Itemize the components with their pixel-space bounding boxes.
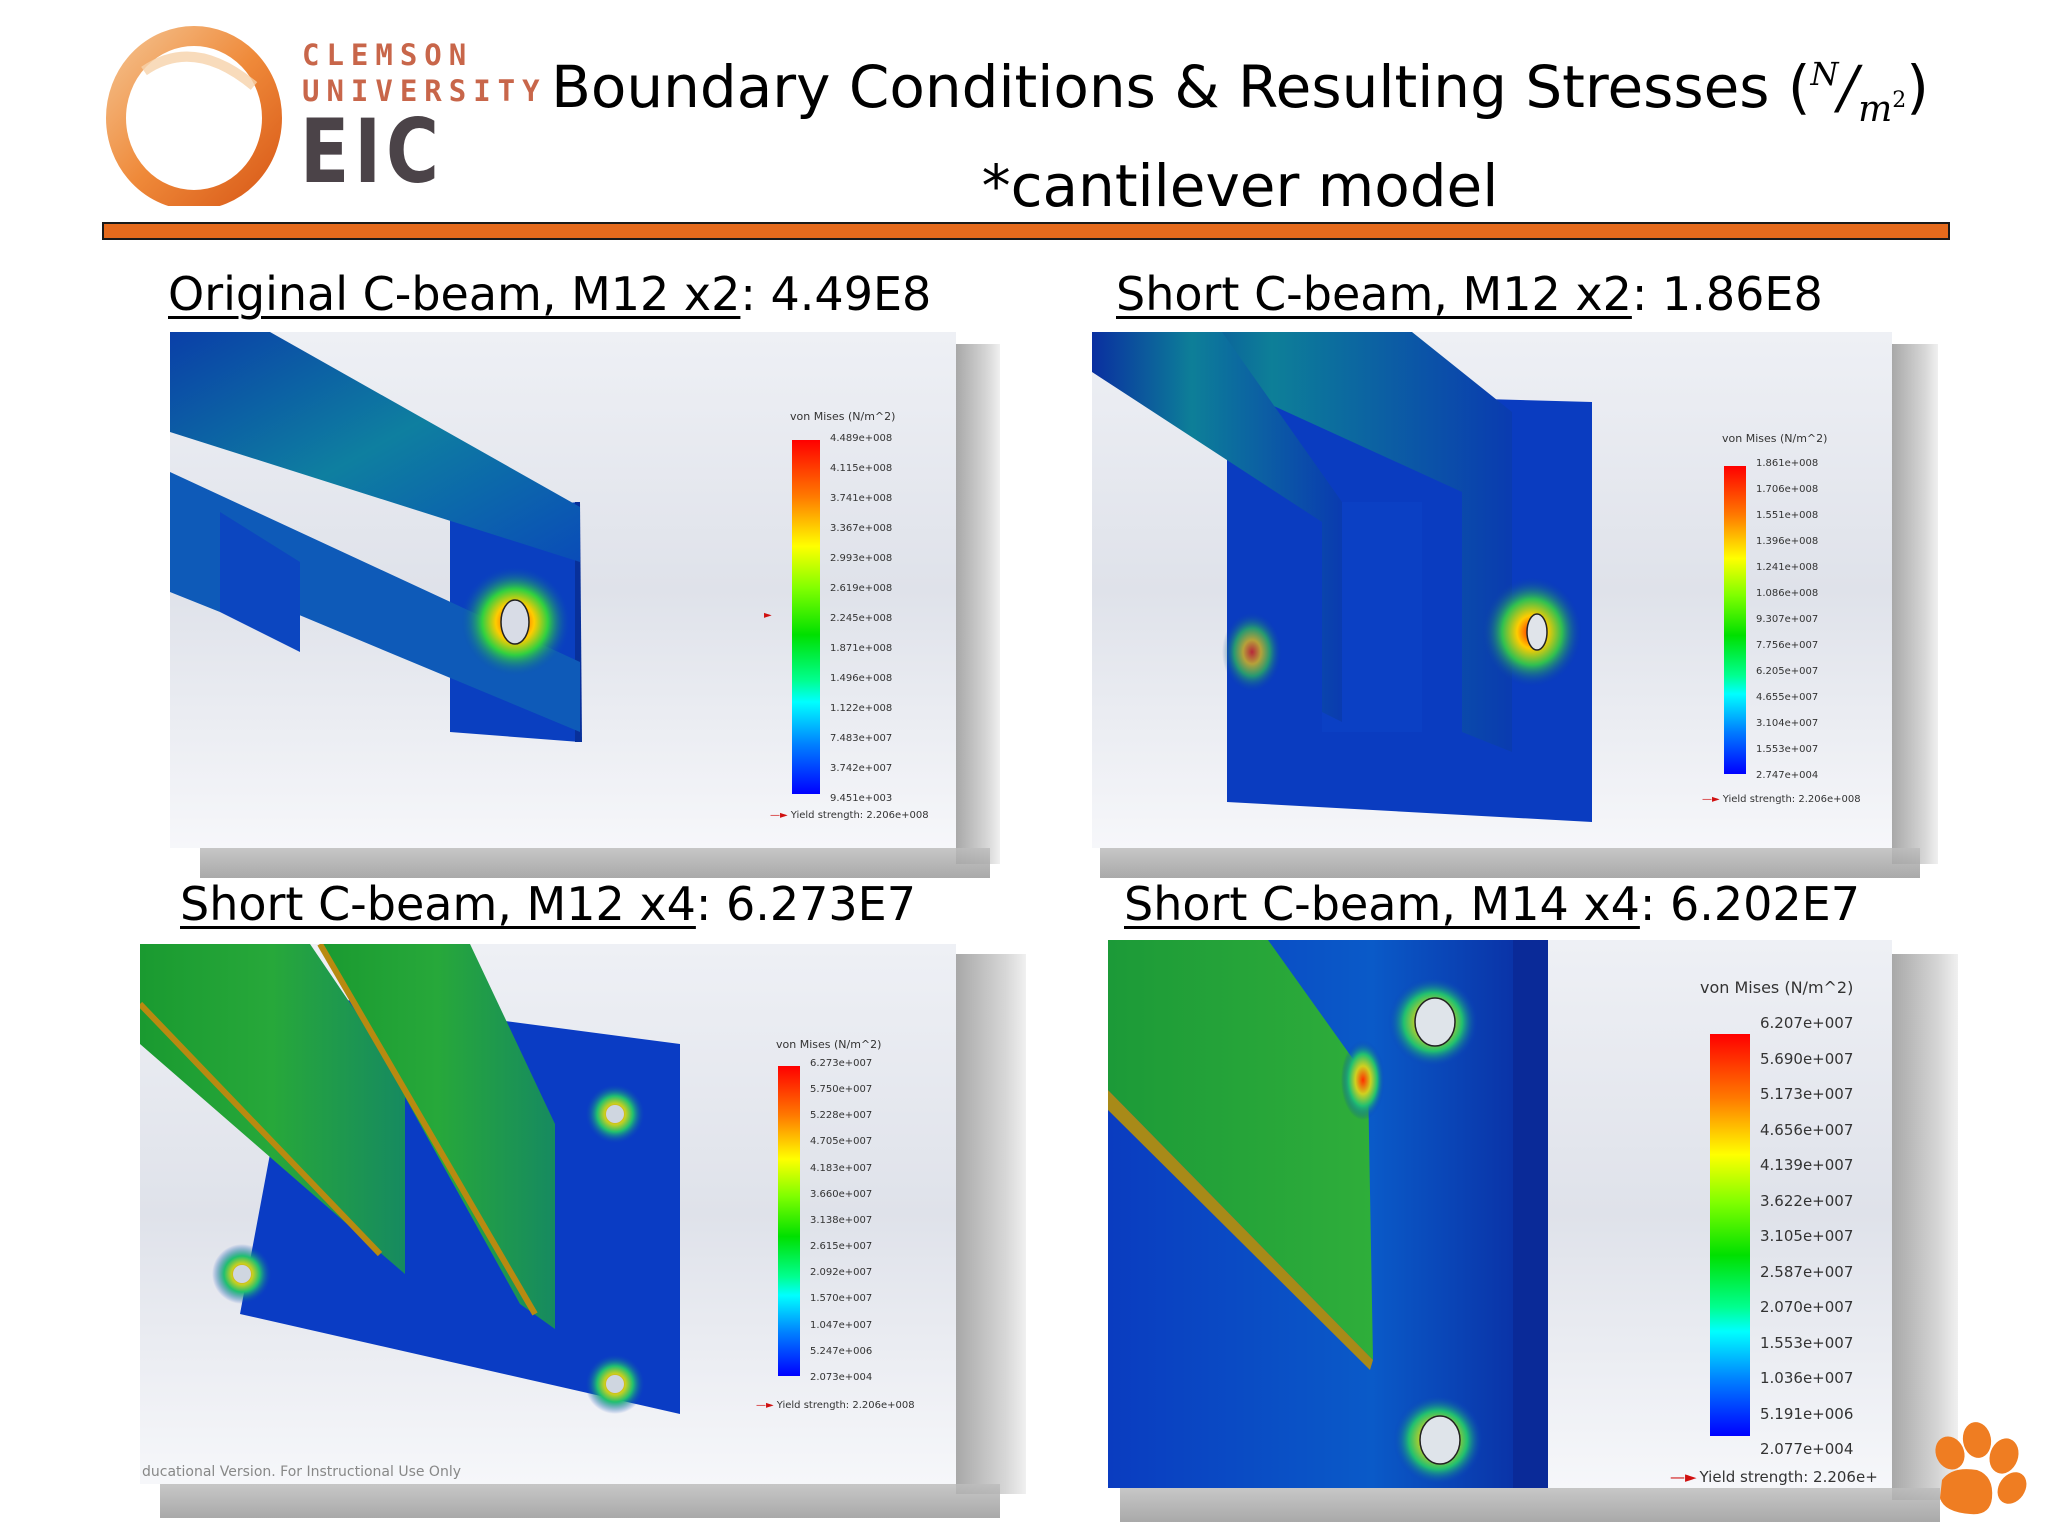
legend-title: von Mises (N/m^2) (1722, 432, 1828, 445)
panel-shadow (1120, 1488, 1940, 1522)
panel-shadow (1892, 954, 1958, 1500)
header-divider (102, 222, 1950, 240)
beam-model-render (1108, 940, 1548, 1488)
yield-strength-label: —► Yield strength: 2.206e+ (1670, 1468, 1878, 1486)
legend-title: von Mises (N/m^2) (1700, 978, 1854, 997)
fea-image-short-m12x2: von Mises (N/m^2) 1.861e+008 1.706e+008 1.… (1092, 332, 1892, 848)
legend-labels: 4.489e+008 4.115e+008 3.741e+008 3.367e+008… (830, 433, 893, 804)
panel-shadow (1892, 344, 1938, 864)
caption-short-m14x4: Short C-beam, M14 x4: 6.202E7 (1124, 877, 1861, 931)
panel-shadow (1100, 848, 1920, 878)
yield-strength-label: —► Yield strength: 2.206e+008 (770, 810, 929, 821)
legend-labels: 1.861e+008 1.706e+008 1.551e+008 1.396e+008… (1756, 458, 1819, 781)
legend-title: von Mises (N/m^2) (776, 1038, 882, 1051)
fea-image-short-m12x4: von Mises (N/m^2) 6.273e+007 5.750e+007 5.… (140, 944, 956, 1484)
beam-model-render (170, 332, 582, 742)
caption-original-m12x2: Original C-beam, M12 x2: 4.49E8 (168, 267, 932, 321)
legend-labels: 6.273e+007 5.750e+007 5.228e+007 4.705e+007… (810, 1058, 873, 1383)
fea-image-short-m14x4: von Mises (N/m^2) 6.207e+007 5.690e+007 5.… (1108, 940, 1892, 1488)
color-scale-bar (1710, 1034, 1750, 1436)
caption-short-m12x4: Short C-beam, M12 x4: 6.273E7 (180, 877, 917, 931)
educational-watermark: ducational Version. For Instructional Us… (142, 1464, 461, 1480)
panel-shadow (956, 954, 1026, 1494)
panel-shadow (200, 848, 990, 878)
legend-title: von Mises (N/m^2) (790, 410, 896, 423)
color-scale-bar (1724, 466, 1746, 774)
page-title: Boundary Conditions & Resulting Stresses… (530, 36, 1950, 224)
tiger-paw-icon (1935, 1422, 2027, 1515)
color-scale-bar (792, 440, 820, 794)
yield-strength-label: —► Yield strength: 2.206e+008 (756, 1400, 915, 1411)
clemson-eic-logo: CLEMSON UNIVERSITY EIC (104, 26, 540, 206)
caption-short-m12x2: Short C-beam, M12 x2: 1.86E8 (1116, 267, 1823, 321)
title-line2: *cantilever model (981, 152, 1499, 220)
logo-eic: EIC (300, 100, 444, 203)
logo-line-university: UNIVERSITY (302, 74, 547, 108)
orange-ring-icon (106, 26, 282, 206)
panel-shadow (956, 344, 1000, 864)
title-line1: Boundary Conditions & Resulting Stresses… (551, 53, 1811, 121)
legend-labels: 6.207e+007 5.690e+007 5.173e+007 4.656e+007… (1760, 1014, 1854, 1458)
beam-model-render (1092, 332, 1592, 822)
yield-strength-label: —► Yield strength: 2.206e+008 (1702, 794, 1861, 805)
yield-marker-arrow: ► (764, 610, 772, 621)
beam-model-render (140, 944, 680, 1414)
fea-image-original-m12x2: von Mises (N/m^2) 4.489e+008 4.115e+008 3.… (170, 332, 956, 848)
color-scale-bar (778, 1066, 800, 1376)
logo-line-clemson: CLEMSON (302, 38, 474, 72)
units-fraction: N/m2 (1810, 53, 1907, 130)
panel-shadow (160, 1484, 1000, 1518)
